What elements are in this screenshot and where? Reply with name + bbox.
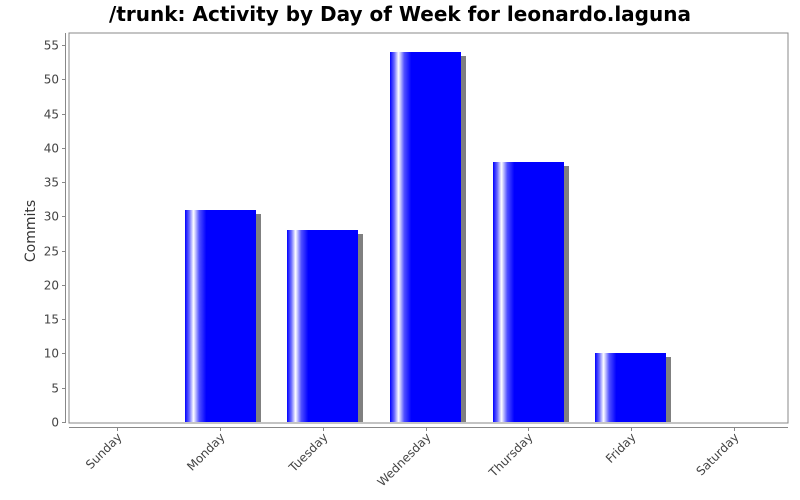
y-tick-label: 35 [44, 176, 59, 190]
y-tick-label: 5 [51, 382, 59, 396]
bar-wednesday [390, 52, 461, 422]
y-tick-label: 25 [44, 245, 59, 259]
y-tick-label: 40 [44, 142, 59, 156]
chart-title: /trunk: Activity by Day of Week for leon… [109, 2, 691, 26]
bars [185, 52, 671, 422]
x-tick-label-thursday: Thursday [486, 430, 536, 480]
y-axis: 0 5 10 15 20 25 30 35 40 45 50 55 [44, 33, 66, 430]
y-tick-label: 15 [44, 313, 59, 327]
y-tick-label: 20 [44, 279, 59, 293]
y-tick-label: 10 [44, 347, 59, 361]
y-tick-label: 55 [44, 39, 59, 53]
x-tick-label-sunday: Sunday [83, 430, 125, 472]
y-tick-label: 30 [44, 210, 59, 224]
bar-tuesday [287, 230, 358, 422]
x-tick-label-monday: Monday [184, 430, 227, 473]
y-tick-label: 50 [44, 73, 59, 87]
x-tick-label-tuesday: Tuesday [285, 430, 330, 475]
x-tick-label-saturday: Saturday [693, 430, 741, 478]
x-tick-label-wednesday: Wednesday [375, 430, 434, 489]
bar-thursday [493, 162, 564, 422]
y-tick-label: 45 [44, 108, 59, 122]
bar-friday [595, 353, 666, 422]
y-tick-label: 0 [51, 416, 59, 430]
x-axis: Sunday Monday Tuesday Wednesday Thursday Frid… [69, 427, 788, 489]
bar-monday [185, 210, 256, 422]
x-tick-label-friday: Friday [603, 430, 639, 466]
